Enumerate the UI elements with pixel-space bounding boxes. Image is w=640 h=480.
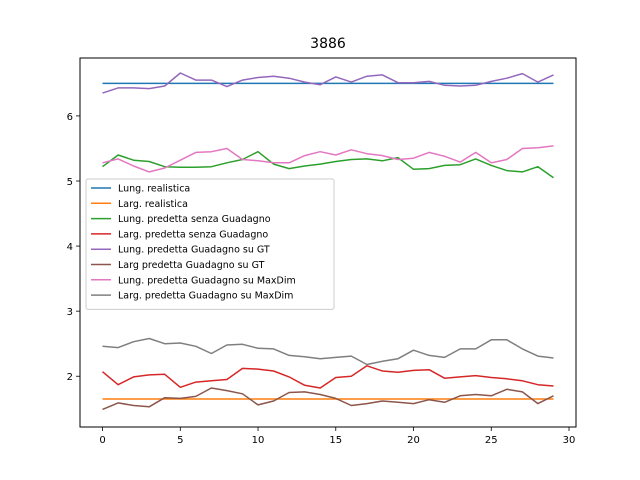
legend: Lung. realistica Larg. realistica Lung. pr… bbox=[85, 178, 335, 310]
x-tick-label-5: 25 bbox=[485, 435, 498, 446]
y-tick-label-4: 6 bbox=[67, 112, 73, 123]
series-line-7 bbox=[102, 337, 554, 366]
series-line-4 bbox=[102, 72, 554, 94]
legend-label-3: Larg. predetta senza Guadagno bbox=[118, 229, 268, 240]
chart-title: 3886 bbox=[310, 36, 346, 52]
legend-label-1: Larg. realistica bbox=[118, 199, 188, 210]
legend-label-0: Lung. realistica bbox=[118, 184, 190, 195]
x-tick-label-0: 0 bbox=[99, 435, 105, 446]
legend-box bbox=[85, 178, 335, 310]
plot-frame bbox=[79, 57, 577, 428]
series-layer bbox=[102, 72, 554, 411]
series-line-6 bbox=[102, 145, 554, 173]
legend-label-7: Larg. predetta Guadagno su MaxDim bbox=[118, 291, 293, 302]
legend-label-5: Larg predetta Guadagno su GT bbox=[118, 260, 265, 271]
x-tick-label-6: 30 bbox=[563, 435, 576, 446]
y-tick-label-3: 5 bbox=[67, 177, 73, 188]
y-tick-label-1: 3 bbox=[67, 307, 73, 318]
x-tick-label-2: 10 bbox=[252, 435, 265, 446]
x-tick-label-3: 15 bbox=[329, 435, 342, 446]
legend-label-6: Lung. predetta Guadagno su MaxDim bbox=[118, 275, 296, 286]
series-line-2 bbox=[102, 150, 554, 179]
x-tick-label-1: 5 bbox=[177, 435, 183, 446]
x-tick-label-4: 20 bbox=[407, 435, 420, 446]
y-tick-label-0: 2 bbox=[67, 372, 73, 383]
axes-layer: 0 5 10 15 20 25 30 2 3 4 5 6 bbox=[67, 112, 576, 446]
series-line-3 bbox=[102, 365, 554, 389]
y-tick-label-2: 4 bbox=[67, 242, 73, 253]
legend-label-2: Lung. predetta senza Guadagno bbox=[118, 214, 271, 225]
series-line-5 bbox=[102, 387, 554, 411]
legend-label-4: Lung. predetta Guadagno su GT bbox=[118, 245, 270, 256]
